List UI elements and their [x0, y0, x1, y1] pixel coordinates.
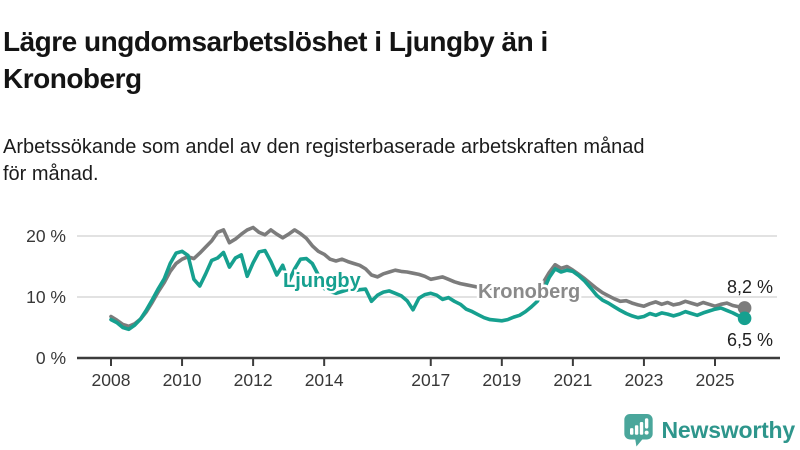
speech-bubble-shape [623, 413, 653, 447]
y-axis-label-10: 10 % [26, 287, 66, 307]
end-dot-kronoberg [737, 301, 752, 315]
x-axis-label-2023: 2023 [624, 370, 663, 390]
newsworthy-logo[interactable]: Newsworthy [623, 413, 795, 447]
y-axis-label-20: 20 % [26, 226, 66, 246]
series-line-kronoberg [109, 225, 747, 329]
x-axis-label-2021: 2021 [553, 370, 592, 390]
series-line-ljungby [109, 248, 747, 332]
exclamation-bar [644, 418, 648, 429]
bar-3 [639, 421, 643, 435]
y-axis-label-0: 0 % [36, 348, 66, 368]
x-axis-label-2010: 2010 [163, 370, 202, 390]
x-axis-label-2008: 2008 [92, 370, 131, 390]
subtitle-line-2: för månad. [3, 163, 99, 185]
title-line-1: Lägre ungdomsarbetslöshet i Ljungby än i [3, 25, 548, 57]
unemployment-line-chart: 0 % 10 % 20 % 2008 2010 2012 2014 2017 2019 2021 2… [26, 225, 780, 390]
series-label-ljungby: Ljungby [283, 270, 362, 292]
newsworthy-wordmark: Newsworthy [661, 416, 796, 443]
x-axis-label-2019: 2019 [482, 370, 521, 390]
bar-1 [629, 428, 633, 435]
x-axis-label-2012: 2012 [234, 370, 273, 390]
newsworthy-speech-bubble-chart-icon [623, 413, 653, 447]
x-axis-label-2014: 2014 [305, 370, 344, 390]
bar-2 [634, 425, 638, 435]
series-label-kronoberg: Kronoberg [478, 281, 580, 303]
x-axis-label-2017: 2017 [411, 370, 450, 390]
chart-subtitle: Arbetssökande som andel av den registerb… [3, 134, 645, 188]
exclamation-dot [644, 430, 649, 435]
end-value-label-ljungby: 6,5 % [727, 330, 773, 350]
title-line-2: Kronoberg [3, 62, 142, 94]
page-title: Lägre ungdomsarbetslöshet i Ljungby än i… [3, 23, 548, 97]
x-axis-label-2025: 2025 [696, 370, 735, 390]
end-value-label-kronoberg: 8,2 % [727, 277, 773, 297]
end-dot-ljungby [737, 311, 752, 326]
subtitle-line-1: Arbetssökande som andel av den registerb… [3, 136, 645, 158]
